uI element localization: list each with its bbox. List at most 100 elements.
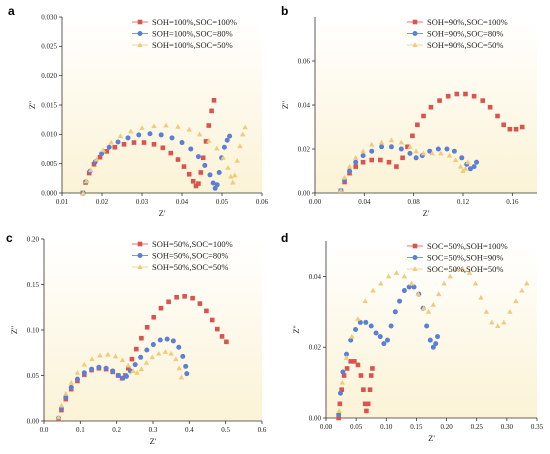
- x-tick-label: 0.01: [56, 198, 69, 206]
- data-point: [392, 309, 398, 315]
- data-point: [347, 168, 353, 174]
- data-point: [214, 145, 220, 151]
- data-point: [507, 309, 513, 314]
- data-point: [378, 139, 385, 145]
- data-point: [410, 133, 415, 139]
- series-2: [56, 336, 190, 421]
- data-point: [112, 353, 119, 359]
- data-point: [121, 142, 127, 147]
- data-point: [216, 169, 222, 175]
- y-tick-label: 0.00: [298, 189, 311, 197]
- data-point: [132, 362, 138, 368]
- data-point: [381, 341, 387, 347]
- legend-entry: SOC=50%,SOH=50%: [427, 264, 503, 274]
- data-point: [130, 368, 136, 373]
- data-point: [158, 305, 164, 311]
- data-point: [388, 144, 394, 150]
- legend-entry: SOC=50%,SOH=100%: [427, 241, 508, 251]
- data-point: [415, 291, 421, 297]
- data-point: [112, 144, 118, 150]
- x-tick-label: 0.16: [506, 198, 519, 206]
- data-point: [433, 341, 439, 347]
- data-point: [467, 166, 473, 172]
- data-point: [74, 369, 81, 375]
- y-axis-label: Z'': [27, 100, 37, 109]
- x-tick-label: 0.25: [471, 423, 484, 431]
- x-tick-label: 0.20: [440, 423, 453, 431]
- data-point: [188, 146, 194, 152]
- data-point: [186, 126, 192, 132]
- data-point: [346, 163, 353, 169]
- data-point: [209, 317, 215, 323]
- series-3: [338, 137, 471, 193]
- data-point: [203, 139, 209, 144]
- data-point: [398, 139, 405, 145]
- chart-panel-b: 0.00 0.04 0.08 0.12 0.16 0.00 0.02 0.04 0.06 Z' Z'…: [275, 0, 550, 227]
- legend-marker: [137, 31, 143, 36]
- data-point: [369, 141, 375, 147]
- data-point: [398, 146, 404, 152]
- data-point: [429, 150, 435, 156]
- data-point: [195, 154, 201, 160]
- data-point: [190, 295, 195, 301]
- data-point: [413, 148, 419, 154]
- data-point: [68, 379, 74, 385]
- chart-b-svg: 0.00 0.04 0.08 0.12 0.16 0.00 0.02 0.04 0.06 Z' Z'…: [280, 4, 537, 218]
- data-point: [353, 164, 358, 169]
- data-point: [166, 299, 171, 305]
- x-tick-label: 0.00: [320, 423, 333, 431]
- legend-entry: SOH=50%,SOC=80%: [152, 251, 228, 261]
- data-point: [355, 316, 361, 321]
- data-point: [401, 288, 407, 294]
- data-point: [168, 150, 174, 156]
- data-point: [471, 164, 477, 170]
- data-point: [237, 143, 243, 149]
- data-point: [138, 354, 144, 360]
- data-point: [369, 157, 375, 163]
- data-point: [151, 142, 157, 147]
- data-point: [174, 294, 179, 300]
- data-point: [144, 347, 150, 353]
- data-point: [427, 148, 433, 154]
- legend-marker: [412, 243, 418, 249]
- y-tick-label: 0.00: [309, 414, 322, 422]
- data-point: [343, 351, 349, 357]
- x-tick-label: 0.4: [185, 426, 194, 434]
- data-point: [352, 359, 357, 364]
- y-tick-label: 0.00: [27, 417, 40, 425]
- data-point: [513, 298, 519, 304]
- data-point: [368, 323, 374, 329]
- x-tick-label: 0.05: [216, 198, 229, 206]
- data-point: [361, 387, 366, 392]
- x-tick-label: 0.00: [309, 198, 322, 206]
- data-point: [115, 139, 121, 145]
- data-point: [388, 137, 395, 143]
- series-2: [338, 144, 480, 194]
- data-point: [370, 366, 375, 371]
- data-point: [397, 298, 403, 304]
- data-point: [436, 291, 442, 297]
- data-point: [452, 157, 459, 162]
- data-point: [337, 390, 343, 396]
- x-tick-label: 0.04: [176, 198, 189, 206]
- data-point: [405, 144, 410, 150]
- data-point: [169, 135, 175, 141]
- data-point: [337, 401, 343, 407]
- legend-entry: SOH=100%,SOC=50%: [152, 40, 233, 50]
- data-point: [198, 170, 204, 175]
- data-point: [348, 359, 354, 364]
- chart-panel-d: 0.00 0.05 0.10 0.15 0.20 0.25 0.30 0.35 0.00 0.02…: [275, 227, 550, 454]
- data-point: [80, 190, 86, 195]
- data-point: [170, 338, 176, 344]
- data-point: [362, 298, 368, 304]
- data-point: [117, 133, 124, 139]
- data-point: [164, 336, 170, 342]
- data-point: [215, 326, 220, 332]
- data-point: [378, 157, 383, 163]
- legend-entry: SOH=90%,SOC=50%: [427, 40, 503, 50]
- data-point: [183, 363, 189, 369]
- data-point: [336, 415, 341, 421]
- data-point: [519, 287, 525, 293]
- data-point: [220, 155, 226, 160]
- data-point: [168, 350, 174, 356]
